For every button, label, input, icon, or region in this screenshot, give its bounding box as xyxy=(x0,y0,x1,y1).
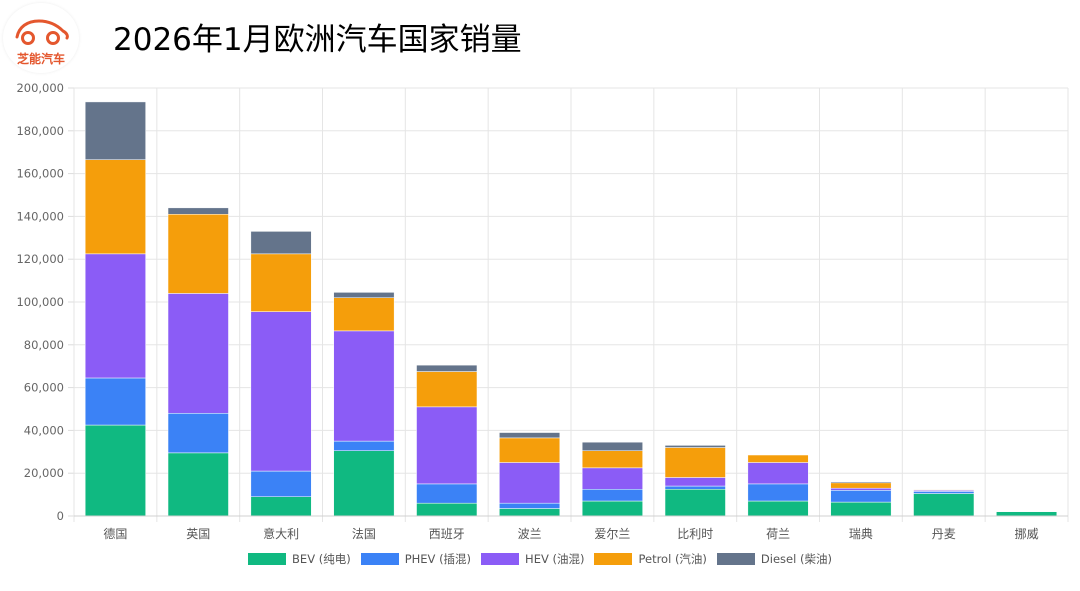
bar-segment xyxy=(333,450,395,517)
y-tick-label: 80,000 xyxy=(24,338,64,352)
x-tick-label: 丹麦 xyxy=(932,527,956,541)
bar-segment xyxy=(84,253,146,379)
bar-segment xyxy=(581,467,643,490)
y-tick-label: 120,000 xyxy=(16,252,64,266)
bar-segment xyxy=(250,231,312,255)
y-tick-label: 20,000 xyxy=(24,466,64,480)
bar-segment xyxy=(664,477,726,487)
bar-segment xyxy=(84,424,146,517)
bar-segment xyxy=(250,253,312,312)
bar-segment xyxy=(416,406,478,485)
bar-segment xyxy=(333,292,395,298)
bar-segment xyxy=(664,445,726,448)
x-tick-label: 挪威 xyxy=(1015,527,1039,541)
legend-swatch xyxy=(594,553,633,565)
y-tick-label: 60,000 xyxy=(24,381,64,395)
bar-segment xyxy=(913,493,975,517)
bar-segment xyxy=(167,214,229,294)
legend-swatch xyxy=(248,553,287,565)
x-tick-label: 荷兰 xyxy=(766,527,790,541)
bar-segment xyxy=(167,452,229,517)
legend-label: Diesel (柴油) xyxy=(760,552,832,566)
bar-segment xyxy=(664,447,726,478)
bar-segment xyxy=(499,432,561,439)
bar-segment xyxy=(747,454,809,463)
bar-segment xyxy=(747,462,809,485)
bar-segment xyxy=(830,487,892,491)
legend-swatch xyxy=(360,553,399,565)
x-tick-label: 瑞典 xyxy=(849,527,873,541)
bar-segment xyxy=(416,364,478,372)
bar-segment xyxy=(747,500,809,517)
car-logo-icon xyxy=(15,19,69,45)
x-tick-label: 爱尔兰 xyxy=(594,526,630,541)
legend-swatch xyxy=(481,553,520,565)
legend-label: BEV (纯电) xyxy=(292,552,351,566)
bar-segment xyxy=(499,437,561,463)
y-tick-label: 140,000 xyxy=(16,209,64,223)
legend-label: Petrol (汽油) xyxy=(638,552,707,566)
bar-segment xyxy=(581,441,643,451)
bar-segment xyxy=(333,330,395,442)
bar-segment xyxy=(830,501,892,517)
bar-segment xyxy=(830,481,892,484)
y-tick-label: 180,000 xyxy=(16,124,64,138)
bar-segment xyxy=(250,496,312,517)
legend-item[interactable]: Diesel (柴油) xyxy=(716,551,832,567)
bar-segment xyxy=(581,489,643,502)
chart-legend: BEV (纯电) PHEV (插混) HEV (油混) Petrol (汽油) Dies… xyxy=(0,551,1080,567)
legend-swatch xyxy=(716,553,755,565)
bar-segment xyxy=(913,489,975,491)
y-tick-label: 160,000 xyxy=(16,167,64,181)
bar-segment xyxy=(581,500,643,517)
bar-segment xyxy=(167,207,229,215)
x-tick-label: 比利时 xyxy=(677,527,713,541)
bar-segment xyxy=(84,377,146,426)
x-tick-label: 西班牙 xyxy=(429,527,465,541)
y-tick-label: 0 xyxy=(57,509,64,523)
bar-segment xyxy=(664,489,726,517)
x-tick-label: 德国 xyxy=(103,526,127,541)
legend-item[interactable]: Petrol (汽油) xyxy=(594,551,707,567)
legend-item[interactable]: BEV (纯电) xyxy=(248,551,351,567)
bar-segment xyxy=(996,511,1058,517)
bar-segment xyxy=(747,483,809,502)
bar-segment xyxy=(416,371,478,408)
bar-segment xyxy=(499,502,561,509)
bar-segment xyxy=(333,440,395,451)
bar-segment xyxy=(581,450,643,469)
x-tick-label: 波兰 xyxy=(518,527,542,541)
legend-item[interactable]: HEV (油混) xyxy=(481,551,584,567)
y-tick-label: 40,000 xyxy=(24,423,64,437)
bar-segment xyxy=(167,413,229,454)
x-tick-label: 英国 xyxy=(186,527,210,541)
page-title: 2026年1月欧洲汽车国家销量 xyxy=(113,22,522,58)
bar-segment xyxy=(913,491,975,494)
y-tick-label: 200,000 xyxy=(16,81,64,95)
y-tick-label: 100,000 xyxy=(16,295,64,309)
x-tick-label: 法国 xyxy=(352,527,376,541)
legend-label: HEV (油混) xyxy=(525,552,585,566)
legend-item[interactable]: PHEV (插混) xyxy=(360,551,472,567)
bar-segment xyxy=(416,483,478,504)
bar-segment xyxy=(84,101,146,160)
bar-segment xyxy=(250,311,312,472)
brand-logo: 芝能汽车 xyxy=(3,3,79,73)
bar-segment xyxy=(333,297,395,332)
legend-label: PHEV (插混) xyxy=(404,552,472,566)
bar-segment xyxy=(250,470,312,497)
bar-segment xyxy=(830,490,892,503)
bar-segment xyxy=(830,482,892,489)
logo-text: 芝能汽车 xyxy=(16,52,65,66)
bar-segment xyxy=(499,462,561,504)
bar-segment xyxy=(499,508,561,517)
bar-segment xyxy=(664,485,726,490)
bar-segment xyxy=(84,159,146,255)
bar-segment xyxy=(167,293,229,414)
x-tick-label: 意大利 xyxy=(263,526,299,541)
bar-segment xyxy=(416,502,478,517)
